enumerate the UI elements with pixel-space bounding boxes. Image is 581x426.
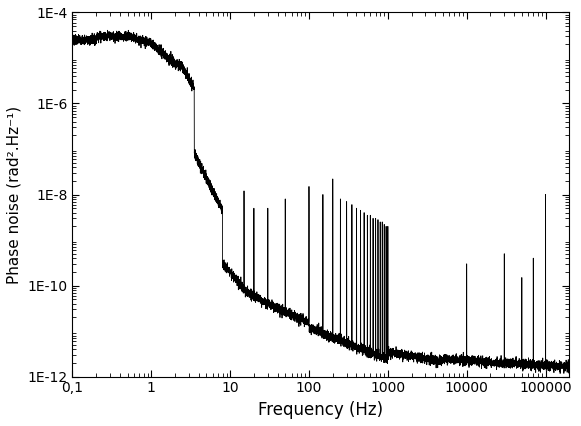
Y-axis label: Phase noise (rad².Hz⁻¹): Phase noise (rad².Hz⁻¹): [7, 106, 22, 284]
X-axis label: Frequency (Hz): Frequency (Hz): [259, 401, 383, 419]
